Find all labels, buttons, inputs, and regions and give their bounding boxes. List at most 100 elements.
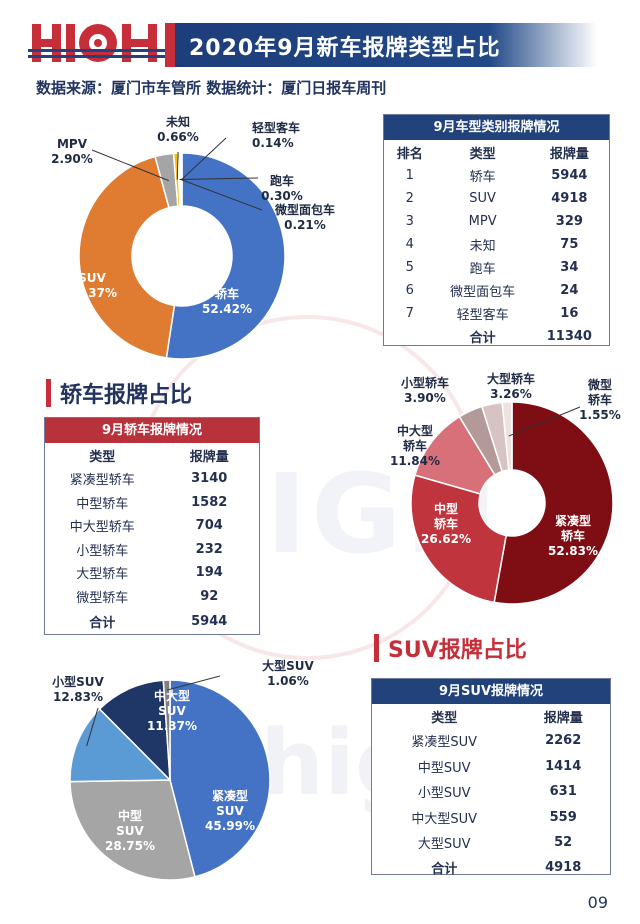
slice-value-label: 52.83% bbox=[548, 544, 598, 558]
total-value: 5944 bbox=[191, 613, 228, 629]
slice-category-label: 中型 bbox=[434, 501, 458, 516]
slice-value-label: 2.90% bbox=[51, 152, 93, 166]
pie-slice bbox=[69, 779, 196, 881]
table-cell: 紧凑型轿车 bbox=[69, 473, 135, 489]
table-cell: 4918 bbox=[551, 191, 588, 206]
slice-value-label: 52.42% bbox=[202, 302, 252, 316]
table-cell: 194 bbox=[195, 565, 223, 581]
slice-value-label: 43.37% bbox=[67, 286, 117, 300]
table-cell: 329 bbox=[555, 214, 583, 229]
pie-slice bbox=[165, 152, 286, 360]
slice-category-label: 紧凑型 bbox=[212, 788, 248, 803]
table-cell: 92 bbox=[200, 588, 219, 604]
table-cell: 52 bbox=[554, 835, 573, 851]
slice-category-label: 微型 bbox=[587, 377, 612, 392]
table-cell: 232 bbox=[195, 541, 223, 557]
table-row: 5 跑车 34 bbox=[384, 256, 609, 279]
col-header: 类型 bbox=[431, 710, 458, 726]
title-accent bbox=[165, 23, 175, 67]
slice-category-label: SUV bbox=[216, 804, 244, 818]
page-number: 09 bbox=[587, 893, 608, 912]
total-value: 4918 bbox=[545, 860, 582, 875]
chart-sedan: 紧凑型轿车52.83%中型轿车26.62%中大型轿车11.84%小型轿车3.90… bbox=[390, 371, 621, 605]
table-total-row: 合计 5944 bbox=[45, 608, 259, 634]
table-cell: 大型轿车 bbox=[76, 567, 129, 583]
table-cell: 559 bbox=[549, 809, 577, 825]
table-cell: 小型SUV bbox=[417, 786, 471, 802]
table-cell: 2262 bbox=[545, 733, 582, 749]
table-cell: 大型SUV bbox=[417, 837, 471, 853]
table-cell: 704 bbox=[195, 518, 223, 534]
slice-value-label: 1.06% bbox=[267, 674, 309, 688]
slice-category-label: 微型面包车 bbox=[274, 202, 335, 217]
table-row: 中型轿车 1582 bbox=[45, 491, 259, 515]
table-row: 1 轿车 5944 bbox=[384, 164, 609, 187]
slice-value-label: 26.62% bbox=[421, 532, 471, 546]
slice-value-label: 0.30% bbox=[261, 189, 303, 203]
table-title: 9月车型类别报牌情况 bbox=[384, 115, 609, 140]
sedan-section-title: 轿车报牌占比 bbox=[46, 377, 193, 409]
table-cell: 小型轿车 bbox=[76, 543, 129, 559]
table-cell: MPV bbox=[468, 214, 497, 229]
leader-line bbox=[180, 179, 263, 211]
table-cell: 24 bbox=[560, 283, 579, 298]
slice-category-label: 跑车 bbox=[270, 173, 294, 188]
slice-category-label: 轿车 bbox=[561, 528, 585, 543]
table-total-row: 合计 4918 bbox=[372, 856, 610, 880]
slice-category-label: 未知 bbox=[165, 114, 190, 129]
pie-slice bbox=[69, 707, 172, 783]
table-cell: 中大型SUV bbox=[411, 811, 478, 827]
slice-category-label: SUV bbox=[158, 704, 186, 718]
total-label: 合计 bbox=[431, 862, 458, 877]
slice-value-label: 11.84% bbox=[390, 454, 440, 468]
leader-line bbox=[86, 707, 99, 747]
slice-category-label: 紧凑型 bbox=[555, 513, 591, 528]
source-line: 数据来源：厦门市车管所 数据统计：厦门日报车周刊 bbox=[36, 79, 387, 97]
table-cell: 轻型客车 bbox=[456, 308, 509, 323]
table-cell: 1582 bbox=[191, 494, 228, 510]
section-accent-bar bbox=[46, 379, 51, 407]
table-row: 中型SUV 1414 bbox=[372, 754, 610, 780]
leader-line bbox=[91, 149, 169, 182]
table-row: 微型轿车 92 bbox=[45, 585, 259, 609]
col-header: 类型 bbox=[469, 146, 496, 162]
total-value: 11340 bbox=[546, 329, 592, 344]
table-cell: SUV bbox=[469, 191, 496, 206]
slice-value-label: 12.83% bbox=[53, 690, 103, 704]
table-row: 4 未知 75 bbox=[384, 233, 609, 256]
col-header: 报牌量 bbox=[543, 710, 583, 726]
slice-category-label: 中大型 bbox=[397, 423, 433, 438]
table-suv: 9月SUV报牌情况 类型 报牌量 紧凑型SUV 2262 中型SUV 1414 小型SU… bbox=[371, 678, 611, 877]
pie-slice bbox=[501, 401, 513, 471]
slice-category-label: SUV bbox=[116, 824, 144, 838]
leader-line bbox=[166, 675, 221, 691]
table-cell: 轿车 bbox=[469, 170, 496, 185]
table-cell: 中型轿车 bbox=[76, 496, 129, 512]
sedan-section-title-text: 轿车报牌占比 bbox=[60, 383, 193, 408]
table-cell: 未知 bbox=[469, 239, 496, 254]
slice-value-label: 28.75% bbox=[105, 839, 155, 853]
suv-section-title-text: SUV报牌占比 bbox=[388, 638, 527, 663]
pie-slice bbox=[169, 679, 271, 878]
table-cell: 3 bbox=[405, 214, 414, 229]
pie-slice bbox=[493, 401, 614, 605]
slice-category-label: 轿车 bbox=[588, 392, 612, 407]
slice-category-label: 小型SUV bbox=[52, 674, 104, 689]
table-row: 3 MPV 329 bbox=[384, 210, 609, 233]
table-cell: 微型轿车 bbox=[76, 590, 129, 606]
slice-category-label: 中型 bbox=[118, 808, 142, 823]
table-cell: 34 bbox=[560, 260, 579, 275]
table-header-row: 排名 类型 报牌量 bbox=[384, 140, 609, 164]
table-cell: 3140 bbox=[191, 471, 228, 487]
table-title: 9月轿车报牌情况 bbox=[45, 418, 259, 443]
table-cell: 631 bbox=[549, 784, 577, 800]
slice-value-label: 0.21% bbox=[284, 218, 326, 232]
slice-value-label: 1.55% bbox=[579, 408, 621, 422]
slice-value-label: 3.90% bbox=[404, 391, 446, 405]
table-cell: 1 bbox=[405, 168, 414, 183]
table-header-row: 类型 报牌量 bbox=[45, 443, 259, 467]
table-row: 紧凑型轿车 3140 bbox=[45, 467, 259, 491]
table-row: 7 轻型客车 16 bbox=[384, 302, 609, 325]
